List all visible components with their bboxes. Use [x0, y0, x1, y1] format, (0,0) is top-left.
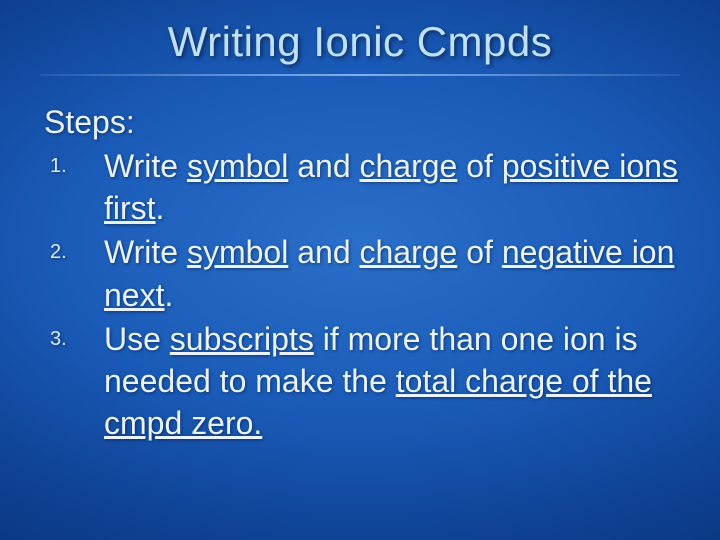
text-segment: of — [457, 234, 501, 270]
step-row: 2. Write symbol and charge of negative i… — [44, 231, 680, 315]
underline-segment: symbol — [187, 234, 288, 270]
text-segment: and — [288, 234, 359, 270]
step-number: 1. — [44, 145, 104, 178]
text-segment: Use — [104, 321, 170, 357]
step-text: Write symbol and charge of positive ions… — [104, 145, 680, 229]
underline-segment: symbol — [187, 148, 288, 184]
step-text: Use subscripts if more than one ion is n… — [104, 318, 680, 445]
underline-segment: charge — [360, 148, 458, 184]
text-segment: . — [156, 190, 165, 226]
underline-segment: subscripts — [170, 321, 314, 357]
text-segment: . — [164, 277, 173, 313]
text-segment: Write — [104, 148, 187, 184]
content-area: Steps: 1. Write symbol and charge of pos… — [40, 104, 680, 445]
step-text: Write symbol and charge of negative ion … — [104, 231, 680, 315]
steps-heading: Steps: — [44, 104, 680, 141]
text-segment: and — [288, 148, 359, 184]
title-divider — [40, 74, 680, 76]
underline-segment: charge — [360, 234, 458, 270]
step-row: 3. Use subscripts if more than one ion i… — [44, 318, 680, 445]
slide: Writing Ionic Cmpds Steps: 1. Write symb… — [0, 0, 720, 540]
text-segment: Write — [104, 234, 187, 270]
step-number: 3. — [44, 318, 104, 351]
slide-title: Writing Ionic Cmpds — [40, 18, 680, 66]
text-segment: of — [457, 148, 501, 184]
step-number: 2. — [44, 231, 104, 264]
step-row: 1. Write symbol and charge of positive i… — [44, 145, 680, 229]
